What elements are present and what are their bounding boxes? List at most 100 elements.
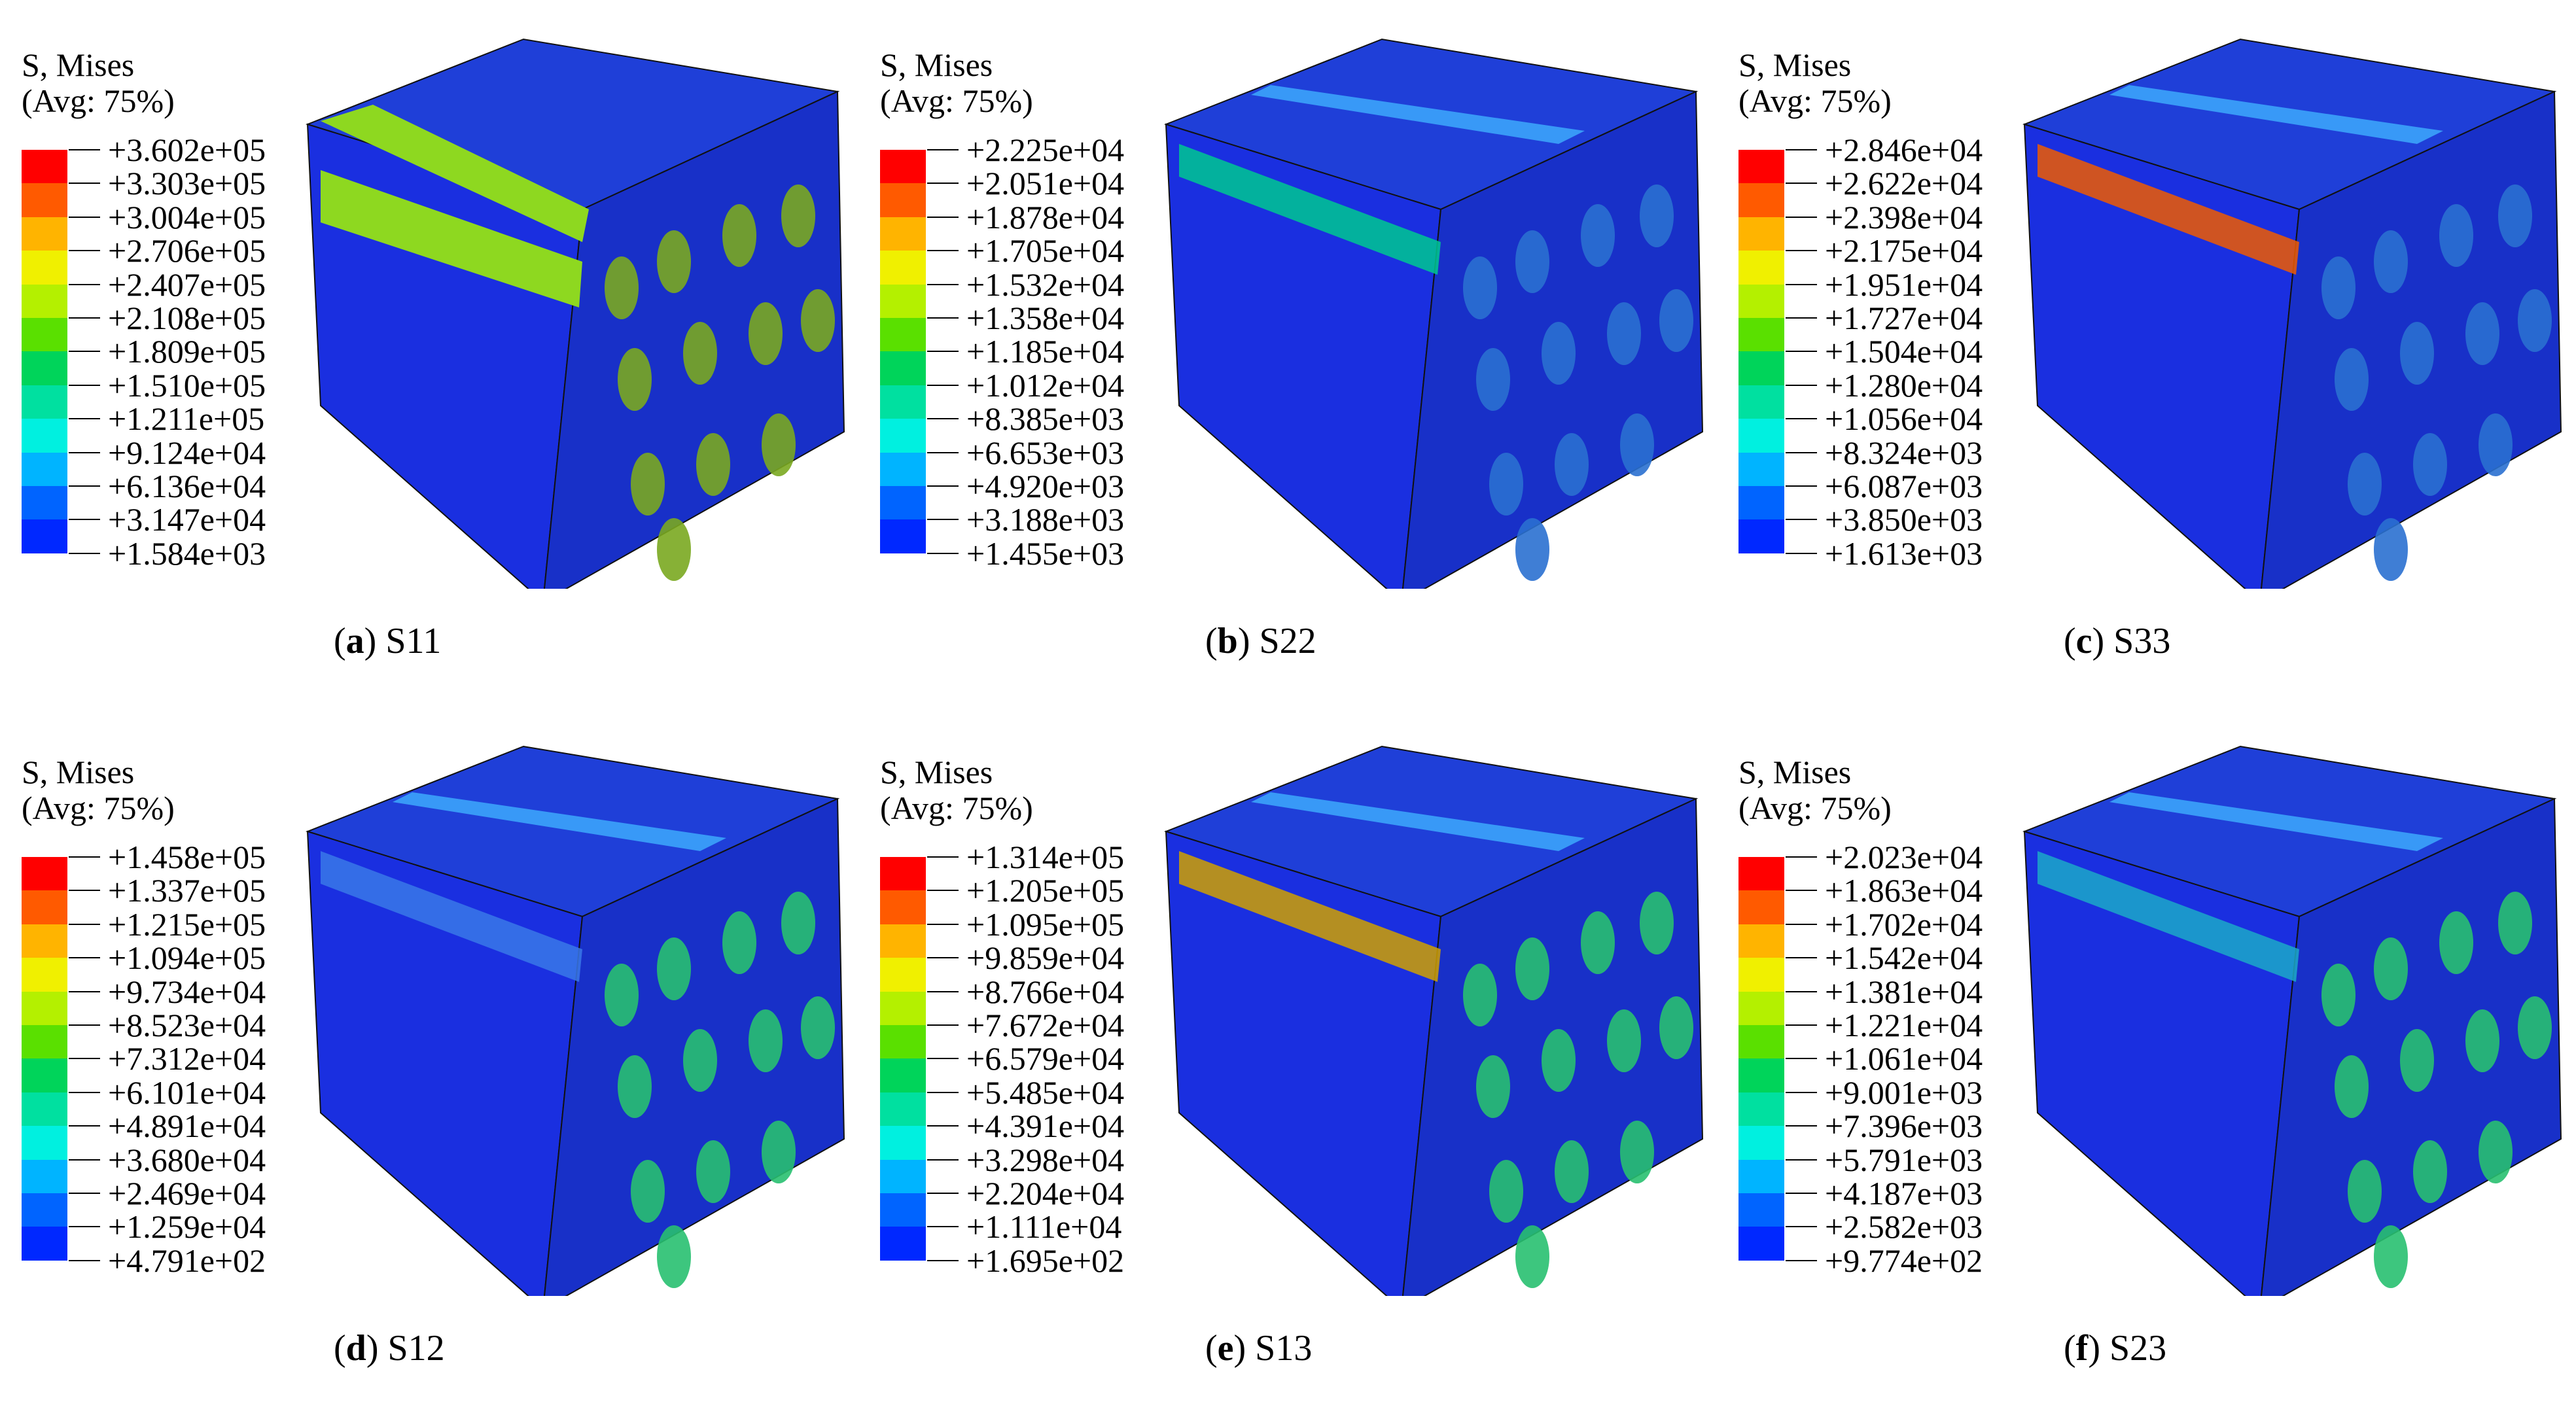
legend-tick-label: +1.510e+05 — [108, 366, 266, 404]
fiber-section — [801, 289, 835, 352]
legend-tick-label: +5.791e+03 — [1825, 1141, 1983, 1178]
legend-tick-label: +2.706e+05 — [108, 232, 266, 270]
legend-tick-label: +1.613e+03 — [1825, 534, 1983, 572]
legend-tick-label: +1.259e+04 — [108, 1208, 266, 1246]
fiber-section — [2465, 1009, 2499, 1072]
legend-swatch — [1738, 1024, 1784, 1059]
legend-swatch — [22, 924, 67, 958]
legend-tick-mark — [1786, 856, 1817, 858]
legend-tick-label: +9.001e+03 — [1825, 1074, 1983, 1111]
legend-swatch — [1738, 857, 1784, 891]
legend-tick-mark — [1786, 485, 1817, 487]
stress-band — [1251, 85, 1585, 144]
fiber-section — [1515, 1225, 1549, 1288]
fiber-section — [1555, 433, 1589, 496]
fiber-section — [2465, 302, 2499, 365]
legend-tick-label: +2.175e+04 — [1825, 232, 1983, 270]
fiber-section — [605, 964, 639, 1026]
legend-tick-mark — [1786, 216, 1817, 218]
legend-tick-mark — [69, 183, 100, 184]
legend-tick-mark — [1786, 250, 1817, 252]
legend-tick-mark — [69, 1193, 100, 1194]
legend-swatch — [880, 1092, 926, 1127]
legend-tick-label: +2.023e+04 — [1825, 839, 1983, 875]
fiber-section — [722, 204, 756, 267]
legend-swatch — [22, 1024, 67, 1059]
legend-tick-label: +1.705e+04 — [966, 232, 1125, 270]
legend-swatch — [22, 1227, 67, 1261]
legend-tick-mark — [69, 990, 100, 992]
legend-swatch — [1738, 1058, 1784, 1092]
legend-tick-label: +2.622e+04 — [1825, 165, 1983, 202]
legend-tick-label: +1.012e+04 — [966, 366, 1125, 404]
fiber-section — [722, 911, 756, 974]
legend-title: S, Mises — [1738, 754, 1852, 790]
fiber-section — [2374, 1225, 2408, 1288]
fiber-section — [2498, 892, 2532, 954]
stress-band — [1179, 851, 1441, 982]
legend-swatch — [22, 991, 67, 1025]
fiber-section — [2413, 433, 2447, 496]
legend-tick-mark — [927, 1259, 959, 1261]
legend-tick-mark — [927, 856, 959, 858]
caption-letter: c — [2075, 621, 2092, 661]
legend-tick-mark — [69, 890, 100, 892]
fiber-section — [1581, 204, 1615, 267]
legend-title: S, Mises — [880, 754, 993, 790]
fiber-section — [1607, 1009, 1641, 1072]
legend-tick-label: +2.582e+03 — [1825, 1208, 1983, 1246]
caption-component: S22 — [1259, 621, 1316, 661]
fiber-section — [2518, 289, 2552, 352]
legend-tick-mark — [1786, 1159, 1817, 1161]
fiber-section — [1555, 1140, 1589, 1203]
legend-tick-mark — [1786, 351, 1817, 353]
legend-tick-label: +1.542e+04 — [1825, 939, 1983, 977]
stress-band — [321, 170, 582, 307]
fiber-section — [2400, 1029, 2434, 1092]
legend-tick-mark — [1786, 923, 1817, 925]
legend-tick-label: +7.672e+04 — [966, 1007, 1125, 1043]
legend-tick-label: +9.859e+04 — [966, 939, 1125, 977]
legend-swatch — [880, 519, 926, 553]
legend-swatch — [1738, 385, 1784, 419]
legend-swatch — [22, 150, 67, 184]
legend-swatch — [22, 519, 67, 553]
legend-tick-mark — [927, 351, 959, 353]
caption-letter: b — [1217, 621, 1238, 661]
legend-swatch — [880, 284, 926, 318]
legend-title: S, Mises — [22, 46, 135, 83]
legend-tick-label: +2.846e+04 — [1825, 131, 1983, 168]
legend-tick-label: +6.087e+03 — [1825, 468, 1983, 504]
legend-tick-label: +1.951e+04 — [1825, 266, 1983, 303]
fiber-section — [1640, 892, 1674, 954]
legend-tick-mark — [927, 149, 959, 150]
fiber-section — [1659, 289, 1693, 352]
legend-tick-label: +1.381e+04 — [1825, 973, 1983, 1010]
legend-swatch — [880, 857, 926, 891]
legend-swatch — [1738, 452, 1784, 486]
legend-tick-mark — [1786, 183, 1817, 184]
legend-swatch — [1738, 519, 1784, 553]
legend-tick-mark — [927, 1091, 959, 1093]
legend-swatch — [22, 1058, 67, 1092]
legend-tick-label: +8.324e+03 — [1825, 434, 1983, 471]
legend-swatch — [1738, 217, 1784, 251]
legend-tick-label: +3.298e+04 — [966, 1141, 1125, 1178]
subfigure-caption: (e) S13 — [1205, 1328, 1313, 1369]
caption-component: S33 — [2113, 621, 2171, 661]
fiber-section — [1542, 1029, 1576, 1092]
panel-b: S, Mises (Avg: 75%) +2.225e+04 +2.051e+04 +1… — [858, 0, 1717, 707]
legend-tick-label: +2.398e+04 — [1825, 198, 1983, 236]
legend-tick-mark — [69, 1259, 100, 1261]
legend-tick-label: +1.584e+03 — [108, 534, 266, 572]
legend-tick-label: +9.124e+04 — [108, 434, 266, 471]
legend-swatch — [22, 183, 67, 217]
legend-swatch — [22, 251, 67, 285]
legend-swatch — [1738, 1227, 1784, 1261]
contour-cube — [1163, 745, 1704, 1296]
legend-tick-mark — [1786, 1058, 1817, 1060]
legend-swatch — [1738, 890, 1784, 924]
legend-tick-mark — [1786, 957, 1817, 959]
legend-swatch — [880, 485, 926, 520]
legend-tick-mark — [927, 384, 959, 386]
